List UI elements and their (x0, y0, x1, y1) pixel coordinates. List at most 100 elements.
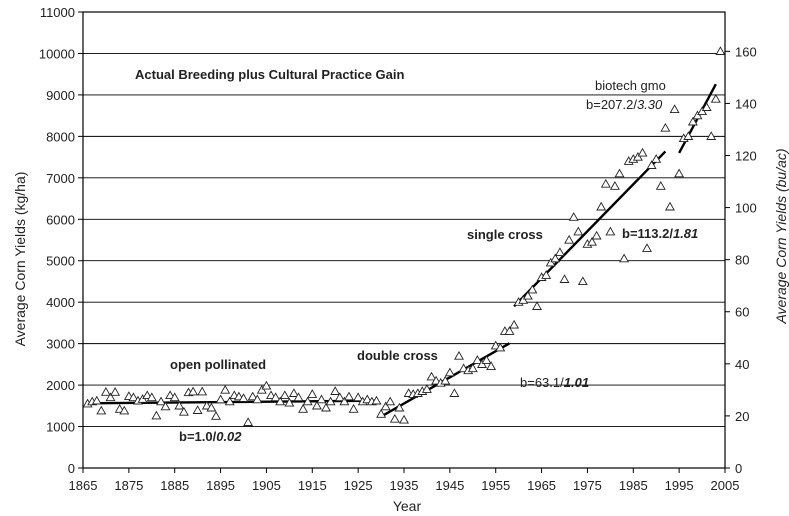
data-point-1983 (619, 253, 630, 263)
data-point-1871 (105, 392, 116, 402)
data-point-1880 (146, 392, 157, 402)
x-tick-label-11: 1975 (573, 478, 602, 493)
data-point-1884 (165, 390, 176, 400)
x-tick-label-13: 1995 (665, 478, 694, 493)
x-axis-ticks: 1865 1875 1885 1895 1905 1915 1925 1935 1945 1955… (69, 468, 739, 493)
x-tick-label-4: 1905 (252, 478, 281, 493)
data-point-1889 (188, 386, 199, 396)
data-point-1906 (266, 390, 276, 400)
y2-axis-ticks: 0 20 40 60 80 100 120 140 160 (725, 44, 757, 476)
y-tick-label-10: 10000 (39, 46, 75, 61)
data-point-1931 (380, 401, 391, 411)
x-tick-label-0: 1865 (69, 478, 98, 493)
data-point-1997 (683, 131, 694, 140)
data-point-1870 (100, 386, 111, 396)
data-point-1976 (587, 236, 597, 246)
data-point-1879 (142, 390, 153, 400)
x-tick-label-5: 1915 (298, 478, 327, 493)
data-point-1970 (559, 274, 570, 283)
data-point-1934 (394, 402, 405, 412)
data-point-1981 (609, 180, 620, 190)
data-point-1923 (344, 391, 354, 401)
data-point-1929 (371, 395, 382, 405)
data-point-1979 (600, 178, 611, 188)
data-point-1954 (486, 361, 497, 371)
data-point-1874 (119, 405, 130, 415)
data-point-1941 (426, 371, 437, 381)
data-point-1988 (642, 243, 652, 252)
data-point-1883 (160, 401, 171, 411)
data-point-1966 (541, 270, 552, 279)
data-point-1901 (243, 417, 254, 426)
data-point-1882 (156, 396, 166, 406)
data-point-1968 (550, 253, 561, 263)
x-axis-title: Year (393, 498, 422, 514)
annotation-open-pollinated: open pollinated (170, 357, 266, 372)
data-point-1950 (467, 363, 478, 373)
data-point-1903 (252, 394, 263, 404)
y2-tick-label-5: 100 (735, 201, 757, 216)
data-point-1971 (564, 234, 575, 244)
data-point-1956 (495, 342, 506, 352)
data-point-1998 (687, 116, 698, 126)
gridlines (83, 53, 725, 427)
x-tick-label-7: 1935 (390, 478, 419, 493)
data-point-1964 (532, 301, 542, 310)
data-point-1940 (421, 384, 432, 393)
data-point-1914 (302, 396, 313, 406)
annotation-single-cross: single cross (467, 227, 543, 242)
data-point-1887 (178, 406, 189, 416)
y-tick-label-3: 3000 (46, 337, 75, 352)
data-point-1935 (399, 414, 409, 424)
y2-tick-label-6: 120 (735, 148, 757, 163)
x-tick-label-6: 1925 (344, 478, 373, 493)
data-point-1989 (646, 160, 657, 169)
data-point-1900 (238, 393, 249, 402)
data-point-1881 (151, 410, 162, 420)
x-tick-label-3: 1895 (206, 478, 235, 493)
data-points (82, 46, 726, 426)
y-tick-label-6: 6000 (46, 212, 75, 227)
data-point-1958 (504, 326, 515, 335)
data-point-1910 (284, 397, 295, 407)
x-tick-label-8: 1945 (435, 478, 464, 493)
data-point-2003 (710, 93, 721, 103)
data-point-1869 (96, 405, 107, 415)
data-point-1897 (224, 396, 235, 406)
data-point-2001 (701, 102, 712, 111)
data-point-1911 (288, 388, 299, 397)
y-tick-label-2: 2000 (46, 378, 75, 393)
data-point-1980 (605, 226, 616, 236)
data-point-1891 (197, 386, 208, 396)
data-point-1907 (270, 392, 281, 402)
x-tick-label-9: 1955 (481, 478, 510, 493)
data-point-1993 (665, 201, 675, 211)
data-point-1963 (527, 284, 538, 294)
data-point-1920 (330, 386, 341, 395)
data-point-1876 (128, 392, 139, 402)
data-point-1945 (444, 367, 455, 377)
data-point-1930 (376, 408, 387, 418)
data-point-1995 (674, 168, 685, 178)
x-tick-label-10: 1965 (527, 478, 556, 493)
data-point-1972 (568, 212, 579, 221)
data-point-1982 (614, 168, 625, 178)
y-tick-label-8: 8000 (46, 129, 75, 144)
data-point-1917 (316, 394, 327, 404)
data-point-1933 (389, 413, 400, 423)
annotation-double-cross: double cross (357, 348, 438, 363)
data-point-1973 (573, 226, 584, 236)
data-point-1918 (321, 402, 331, 412)
data-point-1991 (655, 180, 666, 190)
data-point-2002 (706, 131, 717, 140)
data-point-1872 (110, 386, 121, 396)
data-point-1961 (518, 294, 529, 304)
data-point-1977 (591, 230, 602, 240)
chart-title: Actual Breeding plus Cultural Practice G… (135, 67, 405, 82)
y-axis-title: Average Corn Yields (kg/ha) (12, 172, 28, 347)
y-axis-ticks: 0 1000 2000 3000 4000 5000 6000 7000 8000 9000 100… (39, 5, 83, 476)
data-point-1953 (481, 355, 492, 364)
data-point-1885 (169, 392, 180, 402)
y-tick-label-5: 5000 (46, 254, 75, 269)
data-point-1868 (91, 395, 102, 405)
